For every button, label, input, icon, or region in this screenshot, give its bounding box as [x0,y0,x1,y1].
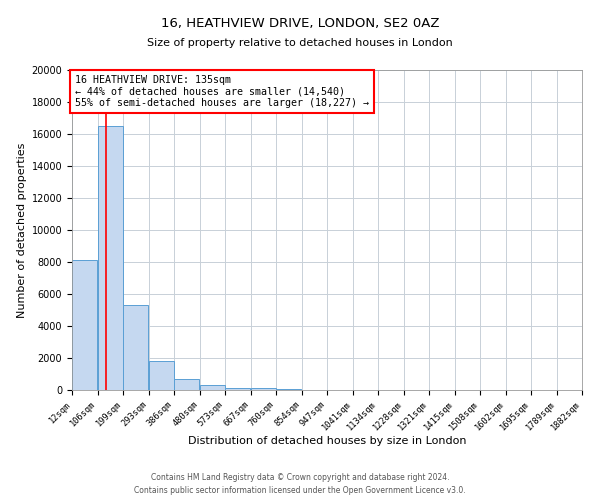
Bar [123,305,148,390]
Bar [276,389,301,390]
Bar [98,126,123,390]
Bar [149,361,174,390]
Bar [251,388,276,390]
Text: Contains public sector information licensed under the Open Government Licence v3: Contains public sector information licen… [134,486,466,495]
X-axis label: Distribution of detached houses by size in London: Distribution of detached houses by size … [188,436,466,446]
Bar [225,388,250,390]
Bar [174,379,199,390]
Bar [72,260,97,390]
Bar [200,385,225,390]
Y-axis label: Number of detached properties: Number of detached properties [17,142,28,318]
Text: 16, HEATHVIEW DRIVE, LONDON, SE2 0AZ: 16, HEATHVIEW DRIVE, LONDON, SE2 0AZ [161,18,439,30]
Text: Contains HM Land Registry data © Crown copyright and database right 2024.: Contains HM Land Registry data © Crown c… [151,472,449,482]
Text: Size of property relative to detached houses in London: Size of property relative to detached ho… [147,38,453,48]
Text: 16 HEATHVIEW DRIVE: 135sqm
← 44% of detached houses are smaller (14,540)
55% of : 16 HEATHVIEW DRIVE: 135sqm ← 44% of deta… [75,75,369,108]
